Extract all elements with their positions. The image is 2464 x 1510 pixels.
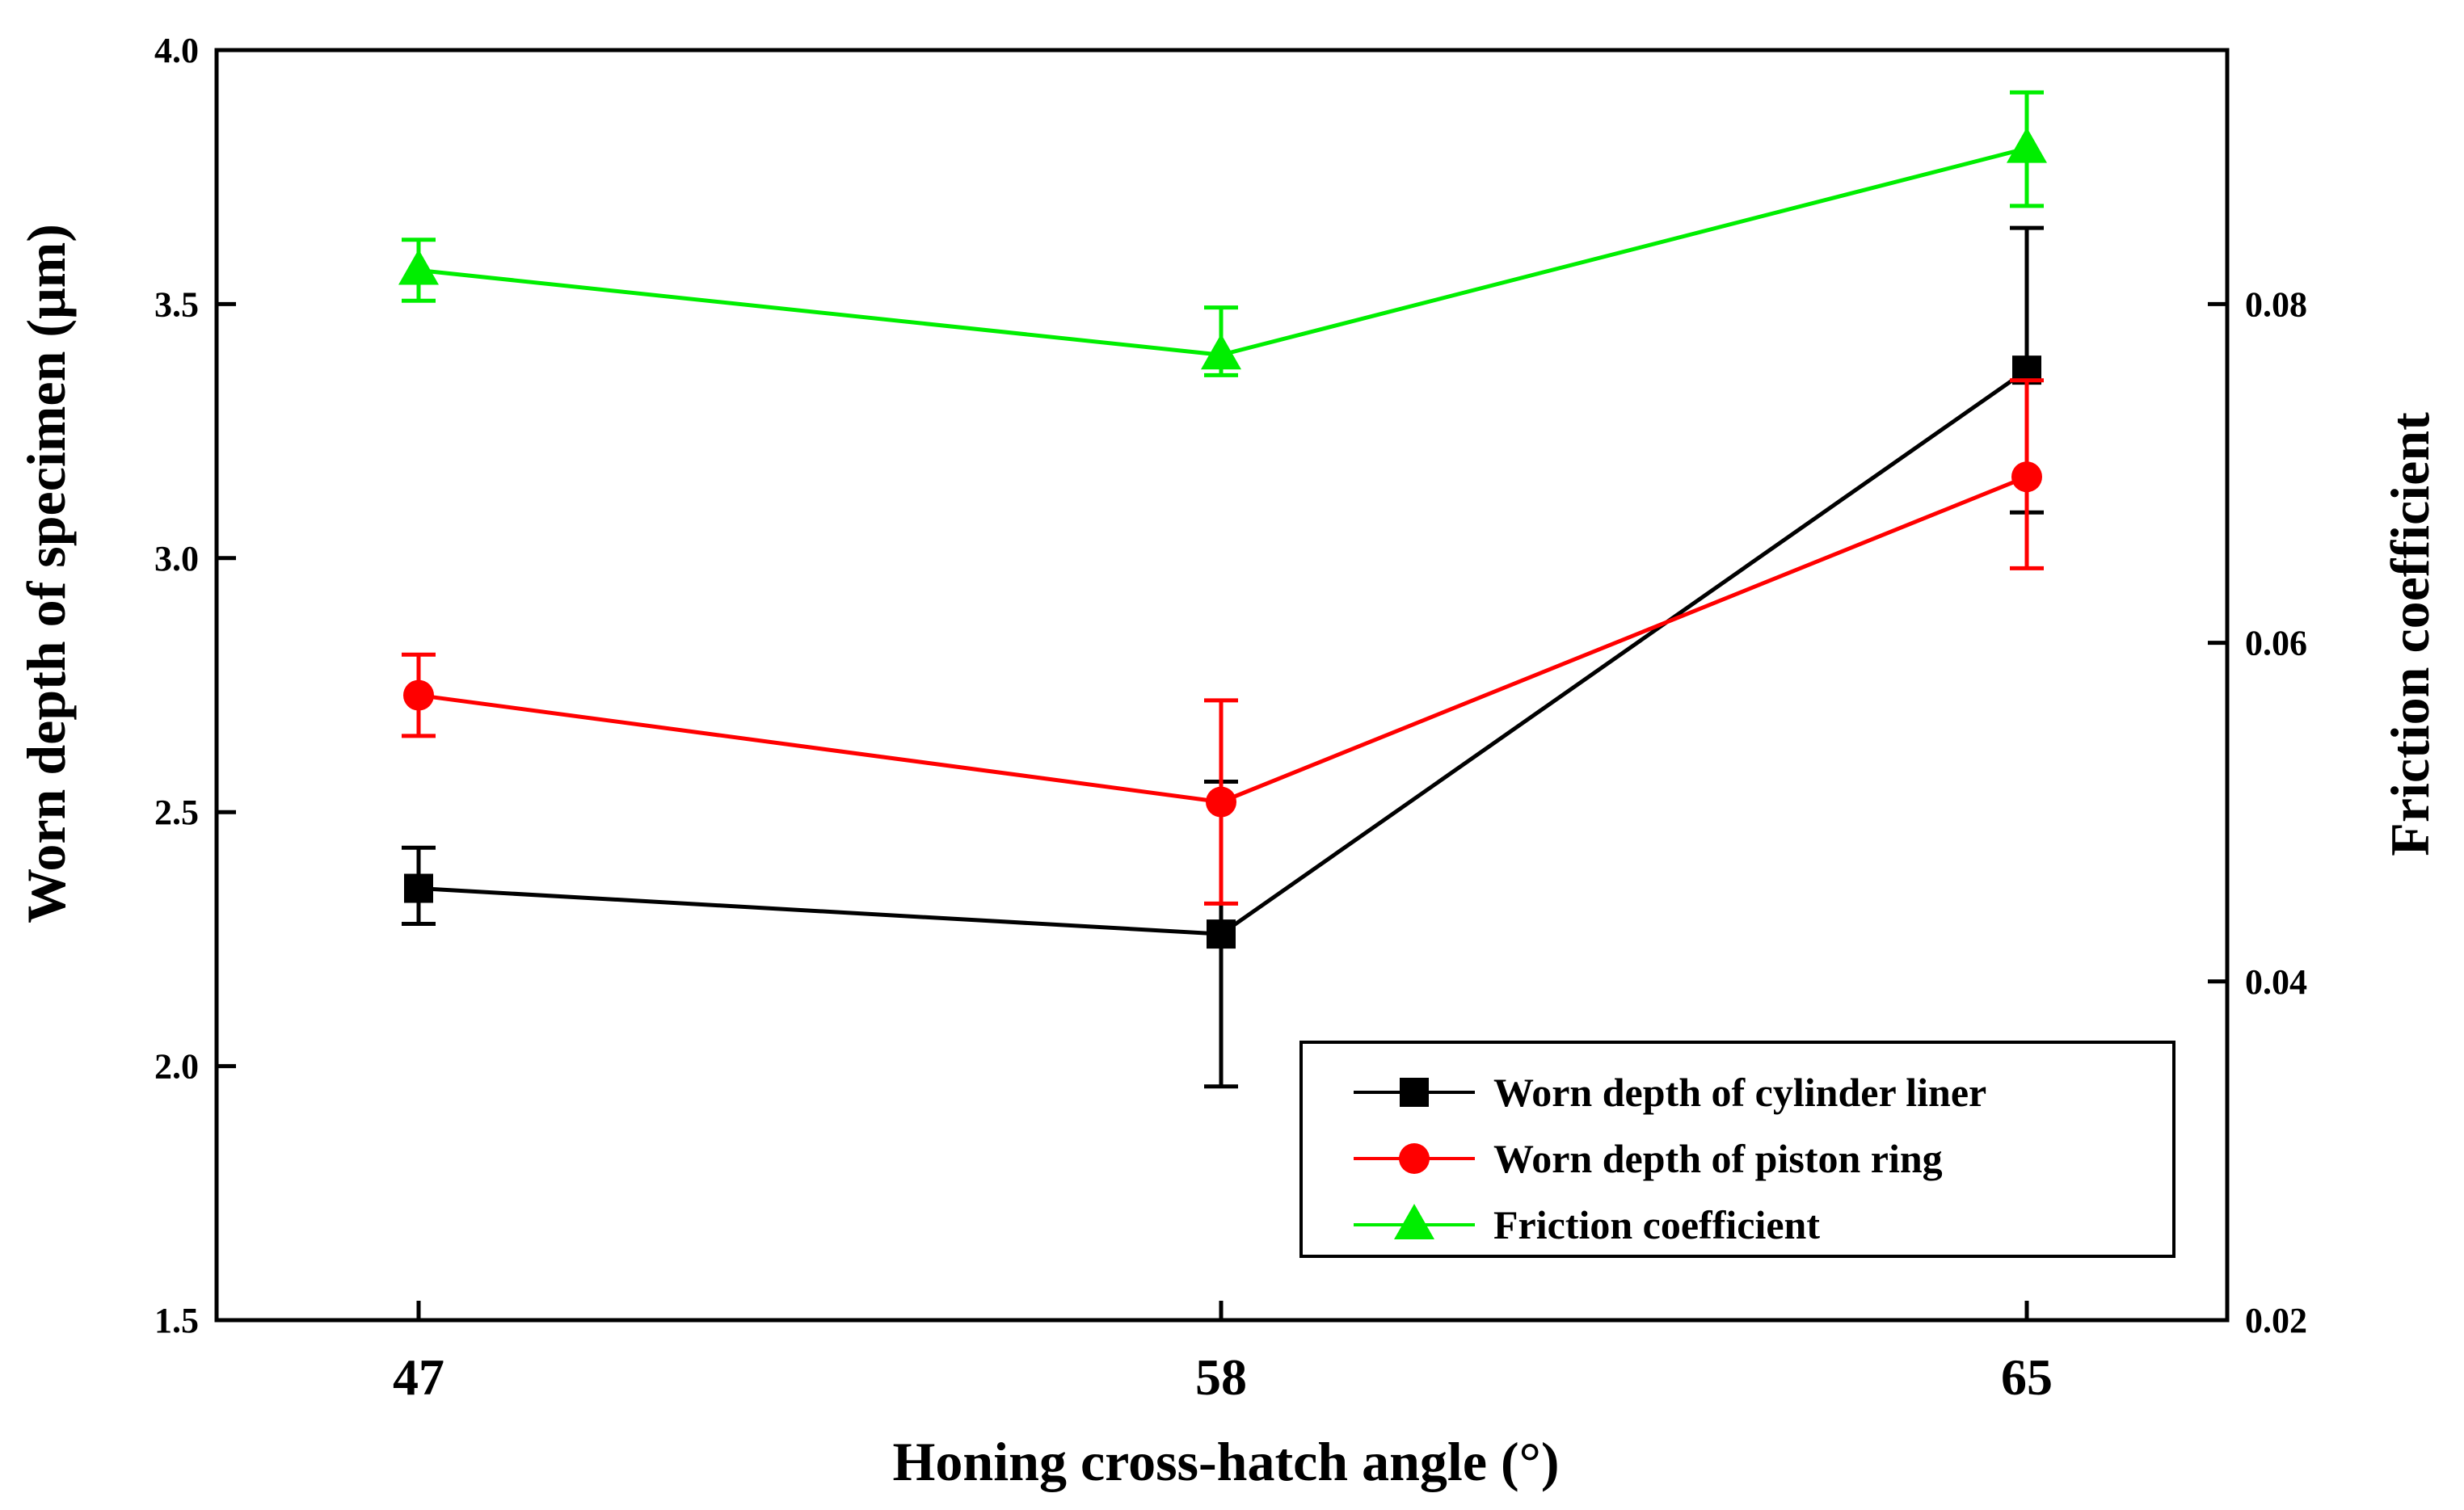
- legend-item: Worn depth of piston ring: [1354, 1136, 1943, 1181]
- legend-label: Worn depth of piston ring: [1493, 1136, 1943, 1181]
- data-point: [1201, 334, 1241, 370]
- legend-items: Worn depth of cylinder liner Worn depth o…: [1354, 1070, 1986, 1247]
- y-axis-title: Worn depth of specimen (μm): [15, 224, 77, 923]
- legend: Worn depth of cylinder liner Worn depth o…: [1299, 1041, 2175, 1258]
- y2-tick-label: 0.06: [2245, 624, 2307, 663]
- legend-marker: [1394, 1204, 1434, 1239]
- data-point: [403, 679, 434, 711]
- series-cylinder-liner: [402, 225, 2044, 1089]
- series-group: [398, 90, 2047, 1089]
- x-tick-label: 47: [393, 1348, 444, 1406]
- y2-axis-title: Friction coefficient: [2379, 412, 2441, 856]
- data-point: [2007, 127, 2047, 163]
- x-axis-title: Honing cross-hatch angle (°): [893, 1431, 1560, 1492]
- y-tick-label: 4.0: [154, 31, 199, 70]
- series-piston-ring: [402, 378, 2044, 906]
- data-point: [404, 873, 433, 903]
- x-tick-label: 58: [1195, 1348, 1247, 1406]
- x-tick-label: 65: [2001, 1348, 2053, 1406]
- data-point: [1207, 919, 1236, 949]
- ticks-group: 1.5 2.0 2.5 3.0 3.5 4.0 0.02 0.04 0.06 0.08 47 58 65: [154, 31, 2307, 1406]
- legend-label: Friction coefficient: [1493, 1202, 1820, 1247]
- y-tick-label: 3.5: [154, 284, 199, 324]
- legend-label: Worn depth of cylinder liner: [1493, 1070, 1986, 1115]
- y2-tick-label: 0.04: [2245, 962, 2307, 1002]
- data-point: [2011, 461, 2042, 493]
- y2-tick-label: 0.02: [2245, 1301, 2307, 1340]
- series-friction: [398, 90, 2047, 377]
- y-tick-label: 2.5: [154, 793, 199, 832]
- legend-item: Worn depth of cylinder liner: [1354, 1070, 1986, 1115]
- y-tick-label: 1.5: [154, 1301, 199, 1340]
- legend-marker: [1400, 1078, 1429, 1107]
- legend-box: [1299, 1041, 2175, 1258]
- legend-item: Friction coefficient: [1354, 1202, 1820, 1247]
- data-point: [398, 249, 439, 285]
- y2-tick-label: 0.08: [2245, 284, 2307, 324]
- legend-marker: [1399, 1143, 1430, 1174]
- y-tick-label: 2.0: [154, 1047, 199, 1087]
- y-tick-label: 3.0: [154, 539, 199, 578]
- data-point: [1206, 786, 1236, 818]
